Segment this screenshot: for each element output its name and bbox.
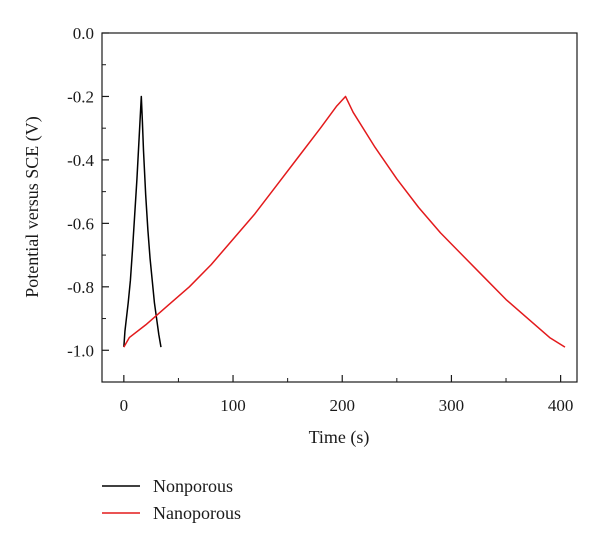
x-tick-label: 300: [439, 396, 465, 415]
x-tick-label: 400: [548, 396, 574, 415]
y-axis-title: Potential versus SCE (V): [22, 116, 43, 298]
tick-labels: 0 100 200 300 400 0.0 -0.2 -0.4 -0.6 -0.8 -1.0: [67, 24, 573, 415]
legend: Nonporous Nanoporous: [102, 476, 241, 523]
legend-label-nanoporous: Nanoporous: [153, 503, 241, 523]
x-axis-title: Time (s): [309, 427, 370, 448]
x-tick-label: 100: [220, 396, 246, 415]
y-tick-label: -0.2: [67, 87, 94, 106]
x-tick-label: 200: [329, 396, 355, 415]
plot-frame: [101, 32, 578, 383]
y-tick-label: -1.0: [67, 341, 94, 360]
series-lines: [123, 95, 566, 348]
y-tick-label: -0.6: [67, 214, 94, 233]
x-tick-label: 0: [120, 396, 129, 415]
y-tick-label: -0.8: [67, 278, 94, 297]
legend-label-nonporous: Nonporous: [153, 476, 233, 496]
series-line-nanoporous: [123, 95, 566, 348]
axis-ticks: [102, 32, 562, 382]
y-tick-label: -0.4: [67, 151, 94, 170]
y-tick-label: 0.0: [73, 24, 94, 43]
series-line-nonporous: [123, 95, 162, 348]
